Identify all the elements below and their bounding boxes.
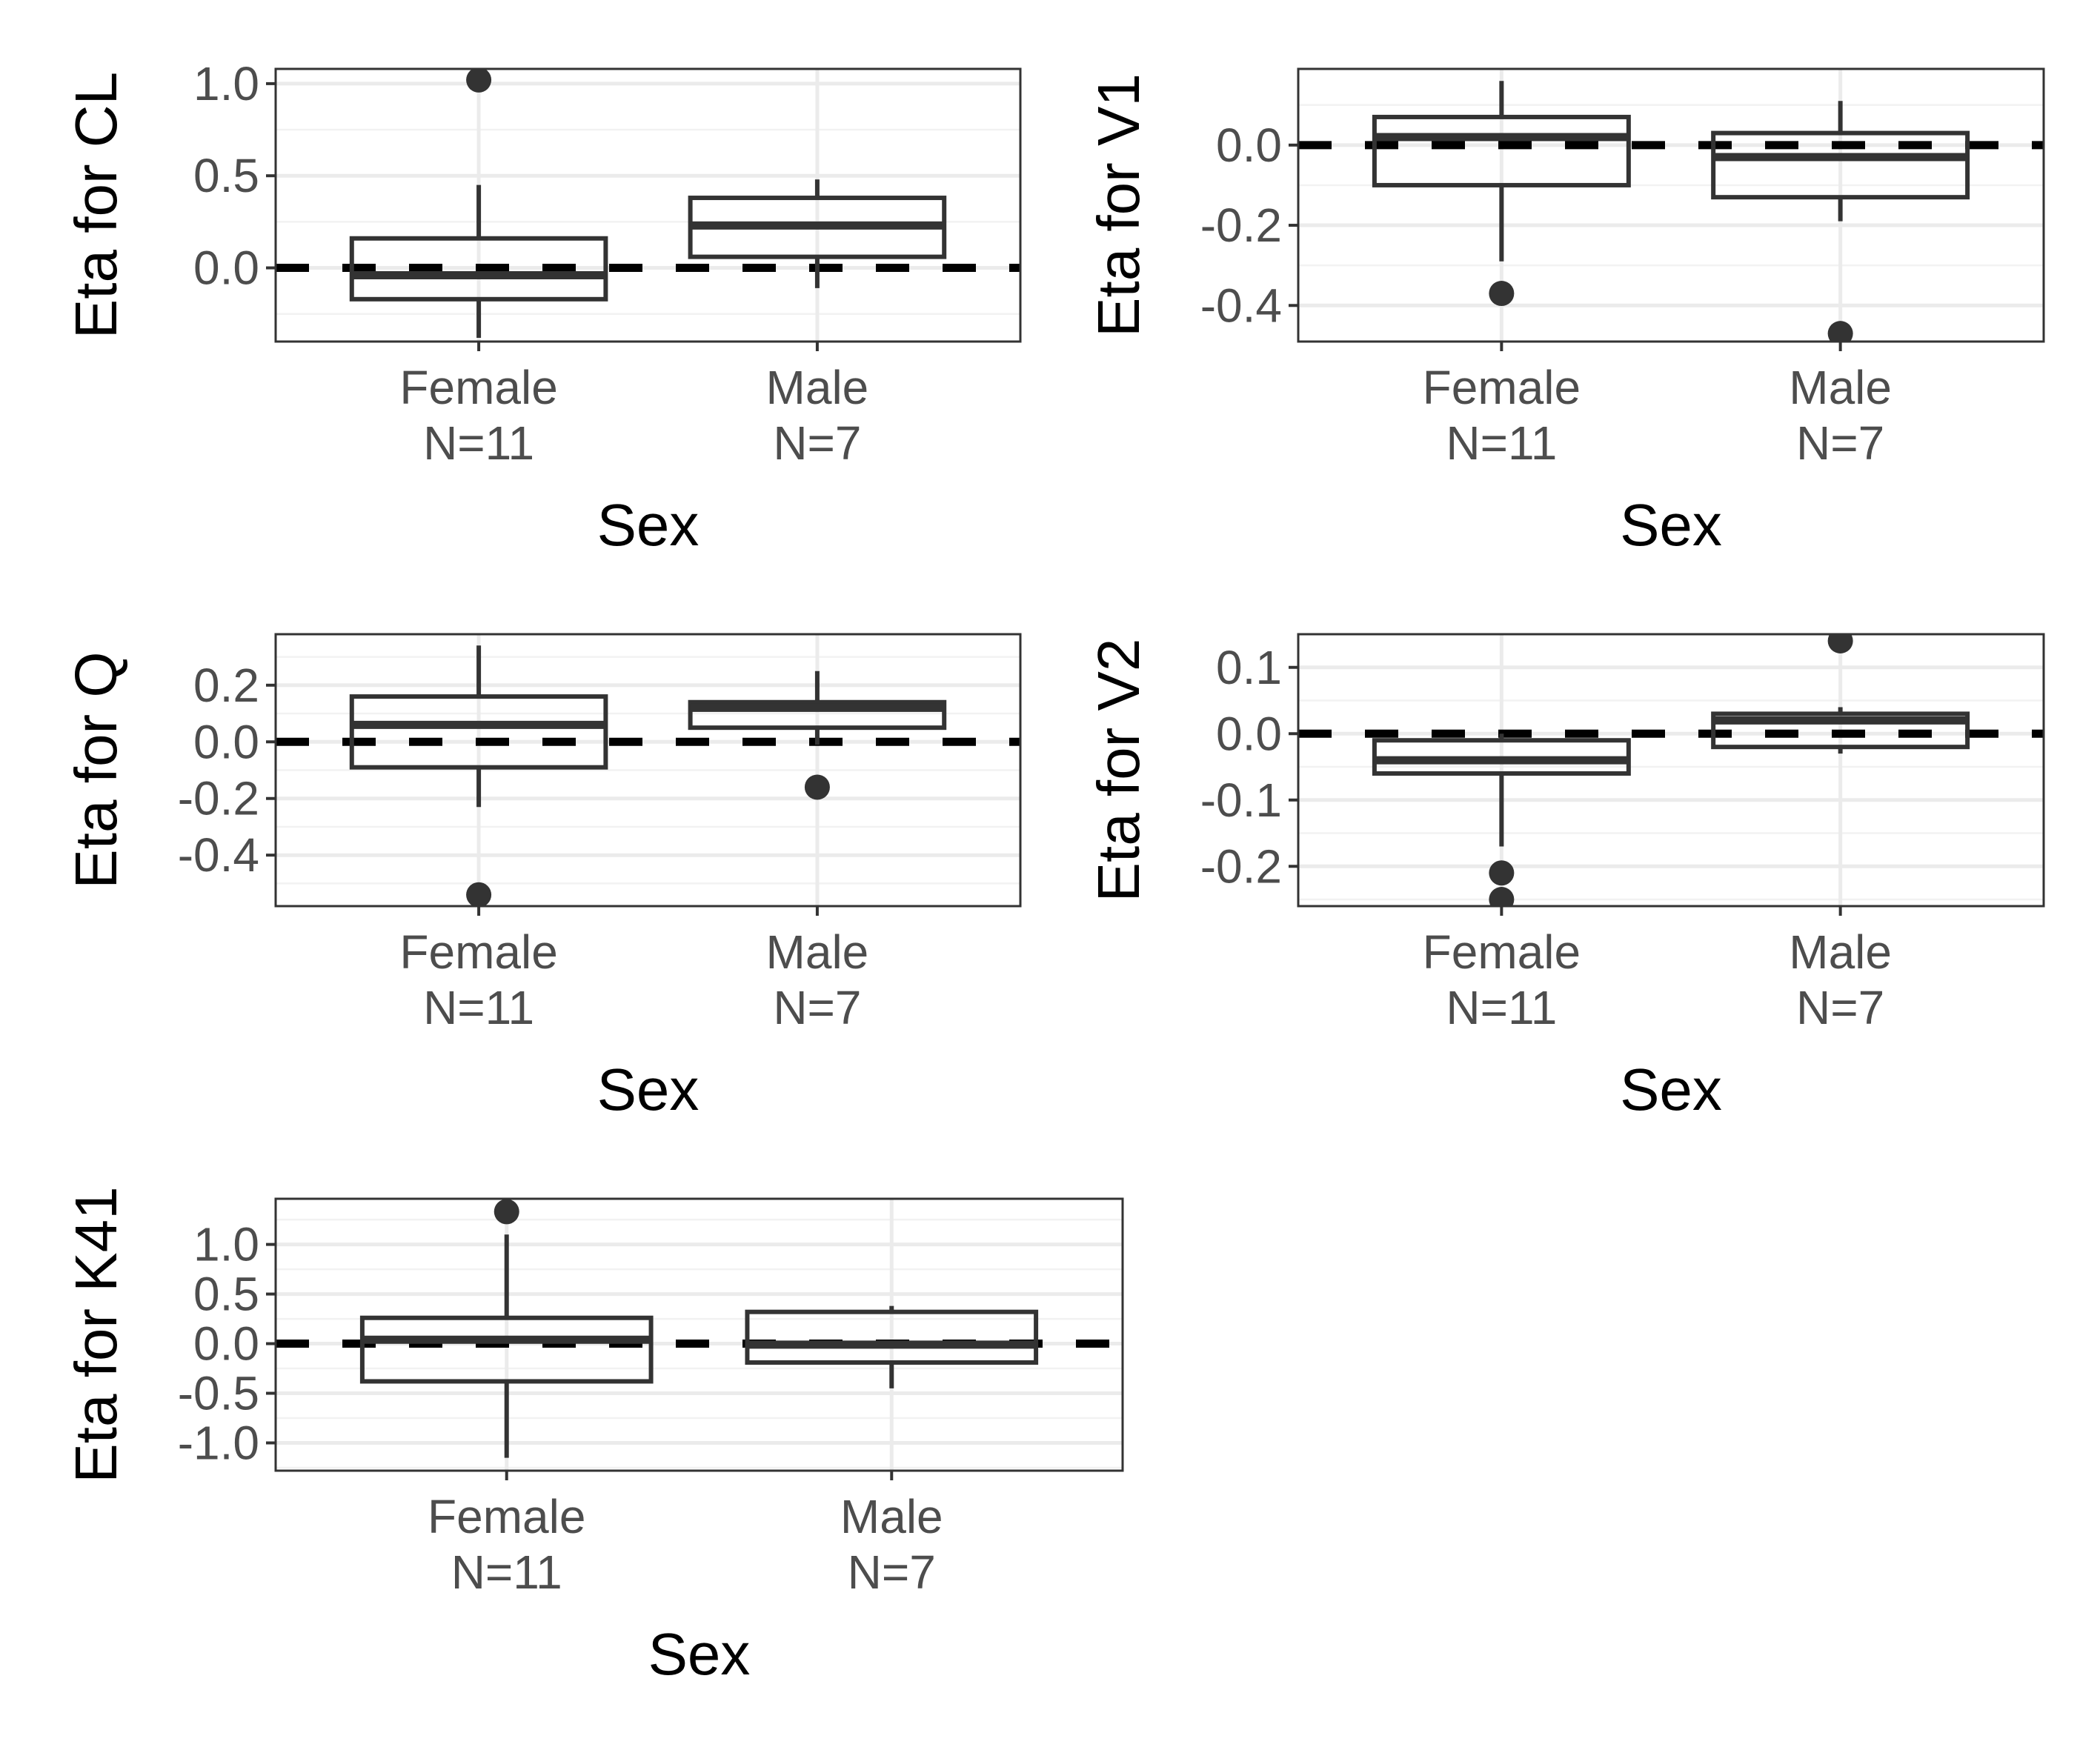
x-tick-label: Female [428,1490,585,1543]
panel-plot-area [276,634,1020,906]
x-axis-title: Sex [597,1057,700,1122]
y-axis-title: Eta for Q [63,651,129,888]
y-tick-label: -1.0 [178,1416,259,1469]
x-tick-label: Female [399,925,557,979]
y-tick-label: 0.0 [1216,707,1282,760]
y-tick-label: 0.5 [193,149,259,202]
box-2 [1711,634,1970,754]
x-tick-label: Male [766,925,869,979]
x-axis-title: Sex [597,492,700,558]
box-iqr [349,236,608,302]
x-tick-label: N=7 [1796,416,1884,470]
y-axis-title: Eta for K41 [63,1186,129,1483]
y-tick-label: 0.0 [193,1317,259,1371]
box-1 [349,69,608,339]
outlier-point [804,774,830,800]
outlier-point [494,1199,519,1225]
box-2 [688,671,947,800]
panel-border [1297,67,2045,343]
outlier-point [466,882,492,906]
box-1 [1372,733,1631,906]
y-tick-label: 0.5 [193,1268,259,1321]
y-tick-label: 1.0 [193,1218,259,1271]
panel-plot-area [276,1199,1123,1471]
y-tick-label: -0.4 [178,828,259,882]
y-tick-label: 0.2 [193,659,259,712]
box-2 [745,1305,1039,1388]
panel-border [274,633,1022,908]
box-iqr [745,1309,1039,1365]
box-1 [349,645,608,906]
x-tick-label: N=11 [1446,416,1557,470]
y-tick-label: 0.0 [1216,119,1282,172]
x-tick-label: N=11 [423,981,534,1034]
panel-plot-area [1298,634,2044,906]
x-tick-label: Female [399,361,557,414]
x-tick-label: N=7 [773,981,861,1034]
x-tick-label: Male [766,361,869,414]
y-tick-label: -0.4 [1200,279,1282,332]
box-iqr [1711,711,1970,750]
outlier-point [1827,321,1853,342]
outlier-point [1489,887,1515,906]
x-tick-label: N=7 [848,1546,936,1599]
outlier-point [466,69,492,93]
panel-plot-area [1298,69,2044,342]
box-iqr [349,694,608,770]
box-2 [1711,101,1970,342]
box-1 [359,1199,654,1458]
panel-plot-area [276,69,1020,342]
x-tick-label: Male [1789,361,1892,414]
y-tick-label: -0.1 [1200,773,1282,827]
box-iqr [1372,114,1631,187]
x-axis-title: Sex [648,1621,751,1687]
x-tick-label: N=7 [773,416,861,470]
y-tick-label: 0.1 [1216,641,1282,694]
y-axis-title: Eta for V2 [1086,639,1152,902]
box-iqr [359,1315,654,1384]
y-tick-label: -0.2 [1200,839,1282,893]
box-1 [1372,81,1631,307]
outlier-point [1489,860,1515,886]
x-tick-label: N=11 [451,1546,562,1599]
x-tick-label: Female [1423,925,1581,979]
panel-border [274,67,1022,343]
x-tick-label: N=7 [1796,981,1884,1034]
outlier-point [1827,634,1853,653]
y-tick-label: 0.0 [193,242,259,295]
y-axis-title: Eta for CL [63,72,129,339]
y-tick-label: 0.0 [193,715,259,768]
x-axis-title: Sex [1620,1057,1722,1122]
y-tick-label: -0.2 [178,772,259,825]
x-tick-label: Male [1789,925,1892,979]
box-iqr [688,699,947,731]
y-tick-label: 1.0 [193,57,259,110]
x-axis-title: Sex [1620,492,1722,558]
panel-border [274,1197,1124,1472]
x-tick-label: Male [840,1490,943,1543]
x-tick-label: N=11 [423,416,534,470]
box-2 [688,179,947,288]
box-iqr [1711,130,1970,200]
outlier-point [1489,281,1515,307]
x-tick-label: N=11 [1446,981,1557,1034]
y-tick-label: -0.2 [1200,199,1282,252]
y-tick-label: -0.5 [178,1367,259,1420]
panel-border [1297,633,2045,908]
x-tick-label: Female [1423,361,1581,414]
y-axis-title: Eta for V1 [1086,73,1152,337]
